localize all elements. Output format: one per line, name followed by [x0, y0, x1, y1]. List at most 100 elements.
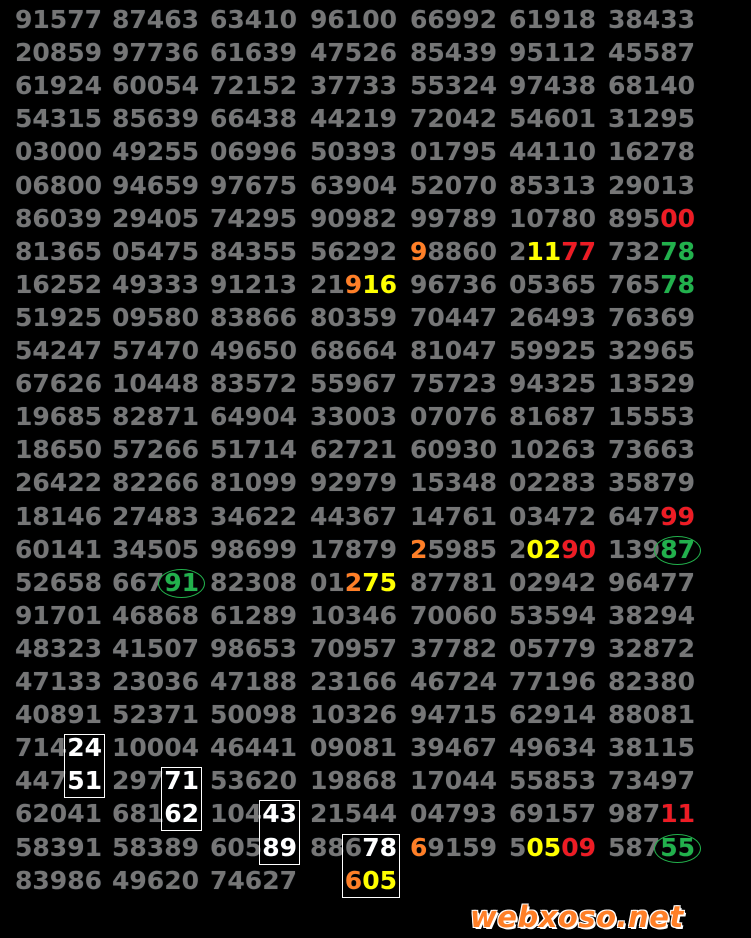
number-cell: 98653 — [210, 633, 297, 663]
grid-row: 61924 60054 72152 37733 55324 97438 68140 — [0, 71, 751, 101]
number-cell: 37733 — [310, 71, 397, 101]
number-cell: 09580 — [112, 302, 199, 332]
number-cell: 70060 — [410, 600, 497, 630]
number-cell: 50509 — [507, 833, 596, 863]
highlighted-digits: 78 — [660, 269, 695, 299]
number-cell: 68664 — [310, 336, 397, 365]
number-cell: 86039 — [15, 203, 102, 233]
number-cell: 58391 — [15, 832, 102, 862]
highlighted-digits: 6 — [410, 832, 428, 862]
number-cell: 10448 — [112, 369, 199, 399]
number-cell: 96477 — [608, 567, 695, 597]
number-cell: 61639 — [210, 38, 297, 68]
highlighted-digits: 2 — [344, 567, 363, 597]
number-cell: 29771 — [110, 766, 199, 796]
number-cell: 03472 — [509, 501, 596, 531]
number-cell: 34622 — [210, 501, 297, 531]
number-cell: 49620 — [112, 865, 199, 895]
number-cell: 77196 — [509, 667, 596, 696]
number-cell: 14761 — [410, 501, 497, 531]
boxed-digits: 51 — [67, 766, 102, 796]
digit-segment: 9159 — [427, 832, 497, 862]
number-cell: 66992 — [410, 5, 497, 34]
number-cell: 46724 — [410, 667, 497, 696]
number-cell: 96736 — [410, 269, 497, 299]
highlighted-digits: 9 — [344, 269, 363, 299]
grid-row: 91577 87463 63410 96100 66992 61918 38433 — [0, 5, 751, 35]
number-cell: 88678 — [308, 833, 397, 863]
number-cell: 32965 — [608, 336, 695, 365]
number-cell: 87463 — [112, 5, 199, 34]
grid-row: 06800 94659 97675 63904 52070 85313 29013 — [0, 171, 751, 201]
boxed-digits: 6 — [344, 865, 363, 895]
grid-row: 91701 46868 61289 10346 70060 53594 38294 — [0, 601, 751, 631]
number-cell: 15348 — [410, 468, 497, 498]
number-cell: 23166 — [310, 667, 397, 696]
grid-row: 20859 97736 61639 47526 85439 95112 45587 — [0, 38, 751, 68]
grid-row: 18650 57266 51714 62721 60930 10263 73663 — [0, 435, 751, 465]
number-cell: 26493 — [509, 302, 596, 332]
highlighted-digits: 02 — [526, 534, 562, 564]
number-cell: 91577 — [15, 5, 102, 34]
number-cell: 59925 — [509, 336, 596, 365]
number-cell: 10346 — [310, 600, 397, 630]
number-cell: 06800 — [15, 170, 102, 200]
grid-row: 51925 09580 83866 80359 70447 26493 76369 — [0, 303, 751, 333]
number-cell: 44110 — [509, 137, 596, 167]
number-cell: 67626 — [15, 369, 102, 399]
highlighted-digits: 78 — [660, 236, 695, 266]
number-cell: 16278 — [608, 137, 695, 167]
number-cell: 17879 — [310, 534, 397, 564]
number-cell: 06996 — [210, 137, 297, 167]
number-cell: 95112 — [509, 38, 596, 68]
circled-digits: 87 — [660, 534, 695, 564]
grid-row: 52658 66791 82308 01275 87781 02942 96477 — [0, 568, 751, 598]
digit-segment: 987 — [608, 799, 661, 829]
number-cell: 61918 — [509, 5, 596, 34]
number-cell: 05475 — [112, 236, 199, 266]
number-cell: 52070 — [410, 170, 497, 200]
number-cell: 55853 — [509, 766, 596, 796]
number-cell: 55324 — [410, 71, 497, 101]
grid-row: 83986 49620 74627 605 — [0, 866, 751, 896]
number-cell: 53620 — [210, 766, 297, 796]
number-cell: 73497 — [608, 766, 695, 796]
number-cell: 85313 — [509, 170, 596, 200]
number-cell: 56292 — [310, 236, 397, 266]
number-cell: 75723 — [410, 369, 497, 399]
number-cell: 07076 — [410, 402, 497, 432]
number-cell: 29013 — [608, 170, 695, 200]
number-cell: 48323 — [15, 633, 102, 663]
digit-segment: 605 — [210, 832, 263, 862]
boxed-digits: 89 — [262, 832, 297, 862]
number-cell: 05779 — [509, 633, 596, 663]
grid-row: 62041 68162 10443 21544 04793 69157 98711 — [0, 799, 751, 829]
grid-row: 71424 10004 46441 09081 39467 49634 38115 — [0, 733, 751, 763]
number-cell: 73663 — [608, 435, 695, 465]
grid-row: 16252 49333 91213 21916 96736 05365 76578 — [0, 270, 751, 300]
number-cell: 76578 — [606, 270, 695, 300]
number-cell: 57266 — [112, 435, 199, 465]
grid-row: 47133 23036 47188 23166 46724 77196 82380 — [0, 667, 751, 697]
highlighted-digits: 75 — [362, 567, 397, 597]
number-cell: 54247 — [15, 336, 102, 365]
number-cell: 60054 — [112, 71, 199, 101]
number-cell: 10780 — [509, 203, 596, 233]
number-cell: 13529 — [608, 369, 695, 399]
number-cell: 20290 — [507, 535, 596, 565]
number-cell: 92979 — [310, 468, 397, 498]
number-cell: 34505 — [112, 534, 199, 564]
number-cell: 46441 — [210, 733, 297, 763]
number-cell: 64904 — [210, 402, 297, 432]
number-cell: 32872 — [608, 633, 695, 663]
number-cell: 88081 — [608, 700, 695, 730]
grid-row: 48323 41507 98653 70957 37782 05779 32872 — [0, 634, 751, 664]
digit-segment: 5 — [509, 832, 527, 862]
number-cell: 58755 — [606, 833, 695, 863]
digit-segment: 587 — [608, 832, 661, 862]
number-cell: 72042 — [410, 104, 497, 134]
number-cell: 61289 — [210, 600, 297, 630]
number-cell: 91213 — [210, 269, 297, 299]
digit-segment: 647 — [608, 501, 661, 531]
number-cell: 66791 — [110, 568, 199, 598]
